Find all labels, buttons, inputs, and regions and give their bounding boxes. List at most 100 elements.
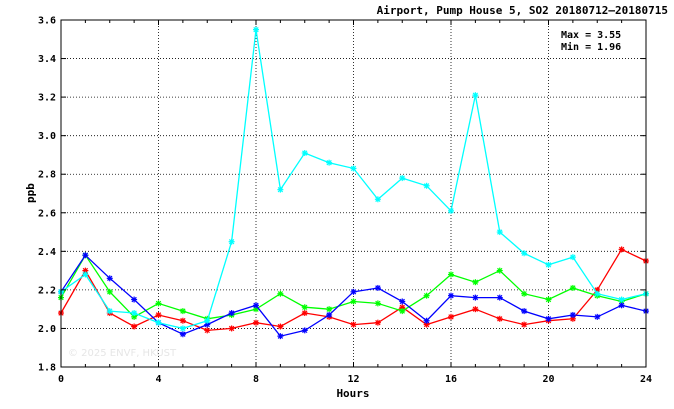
x-tick-label-1: 4 [155, 374, 161, 385]
series-2-point-8 [253, 302, 259, 309]
series-2-point-10 [301, 327, 308, 334]
series-2-point-12 [350, 288, 357, 295]
series-0-point-5 [179, 317, 186, 324]
series-2-point-17 [472, 294, 479, 301]
series-3-point-8 [253, 26, 259, 33]
series-2-point-13 [374, 284, 381, 291]
series-3-point-15 [423, 182, 430, 189]
series-2-point-22 [594, 313, 601, 320]
y-tick-label-6: 3.0 [38, 131, 56, 142]
series-2-point-5 [179, 331, 186, 338]
series-3-point-20 [545, 261, 552, 268]
series-3-point-5 [179, 325, 186, 332]
series-3-point-23 [618, 296, 625, 303]
series-2-point-3 [131, 296, 138, 303]
series-3-point-19 [521, 250, 528, 257]
series-1-point-9 [277, 290, 284, 297]
series-3-point-10 [301, 150, 308, 157]
series-0-point-13 [374, 319, 381, 326]
series-2-point-6 [204, 321, 211, 328]
series-2-point-19 [521, 308, 528, 315]
series-3-point-7 [228, 238, 235, 245]
series-1-point-17 [472, 279, 479, 286]
x-axis-label: Hours [336, 387, 369, 400]
series-0-point-4 [155, 311, 162, 318]
series-0-point-18 [496, 315, 503, 322]
ticks: 0 4 8 12 16 20 24 1.8 2.0 2.2 2.4 2.6 2.8 3.0 3.2 3.4 3.… [38, 16, 652, 386]
series-3-point-22 [594, 290, 601, 297]
series-2-point-18 [496, 294, 503, 301]
y-tick-label-7: 3.2 [38, 93, 56, 104]
chart-title: Airport, Pump House 5, SO2 20180712–2018… [377, 4, 668, 17]
series-3-point-16 [448, 207, 454, 214]
x-tick-label-2: 8 [253, 374, 259, 385]
y-tick-label-8: 3.4 [38, 54, 56, 65]
series-2-point-15 [423, 317, 430, 324]
y-tick-label-4: 2.6 [38, 208, 56, 219]
series-0-point-9 [277, 323, 284, 330]
x-tick-label-6: 24 [640, 374, 652, 385]
series-1-point-14 [399, 308, 406, 315]
series-0-point-3 [131, 323, 138, 330]
series-1-point-5 [179, 308, 186, 315]
series-0-point-19 [521, 321, 528, 328]
series-3-point-4 [155, 319, 162, 326]
series-3-point-18 [496, 229, 503, 236]
y-tick-label-1: 2.0 [38, 324, 56, 335]
series-2-point-21 [569, 311, 576, 318]
annotation-max: Max = 3.55 [561, 30, 621, 41]
x-tick-label-4: 16 [445, 374, 457, 385]
series-1-point-3 [131, 313, 138, 320]
series-2-point-16 [448, 292, 454, 299]
series-3-point-11 [326, 159, 333, 166]
series-2-point-14 [399, 298, 406, 305]
series-3-point-17 [472, 92, 479, 99]
series-1-point-12 [350, 298, 357, 305]
x-tick-label-0: 0 [58, 374, 64, 385]
series-1-point-10 [301, 304, 308, 311]
annotation-min: Min = 1.96 [561, 41, 621, 53]
y-tick-label-9: 3.6 [38, 16, 56, 27]
series-3-point-13 [374, 196, 381, 203]
series-1-point-11 [326, 306, 333, 313]
grid [61, 20, 646, 367]
series-2-point-9 [277, 333, 284, 340]
y-tick-label-0: 1.8 [38, 363, 56, 374]
series-1-point-15 [423, 292, 430, 299]
series-0-point-12 [350, 321, 357, 328]
series-2-point-1 [82, 252, 89, 259]
series-3-point-21 [569, 254, 576, 261]
series-1-point-18 [496, 267, 503, 274]
series-3-point-2 [106, 308, 113, 315]
series-2-point-23 [618, 302, 625, 309]
series-1-point-4 [155, 300, 162, 307]
series-3-point-9 [277, 186, 284, 193]
series-3-point-12 [350, 165, 357, 172]
series-0-point-17 [472, 306, 479, 313]
y-tick-label-3: 2.4 [38, 247, 56, 258]
x-tick-label-3: 12 [347, 374, 359, 385]
series-3-point-3 [131, 310, 138, 317]
series-2-point-2 [106, 275, 113, 282]
series-1-point-13 [374, 300, 381, 307]
series-1-point-19 [521, 290, 528, 297]
series-2-point-7 [228, 310, 235, 317]
series-0-point-8 [253, 319, 259, 326]
series-0-point-6 [204, 327, 211, 334]
series-3-point-14 [399, 175, 406, 182]
series-1-point-2 [106, 288, 113, 295]
series-1-point-21 [569, 284, 576, 291]
series-1-point-20 [545, 296, 552, 303]
y-tick-label-2: 2.2 [38, 285, 56, 296]
series-0-point-23 [618, 246, 625, 253]
series-2-point-20 [545, 315, 552, 322]
series-3-point-6 [204, 317, 211, 324]
series-1-point-16 [448, 271, 454, 278]
series-layer [58, 26, 649, 340]
series-0-point-7 [228, 325, 235, 332]
series-3-point-1 [82, 271, 89, 278]
x-tick-label-5: 20 [542, 374, 554, 385]
series-0-point-10 [301, 310, 308, 317]
series-0-point-21 [569, 315, 576, 322]
